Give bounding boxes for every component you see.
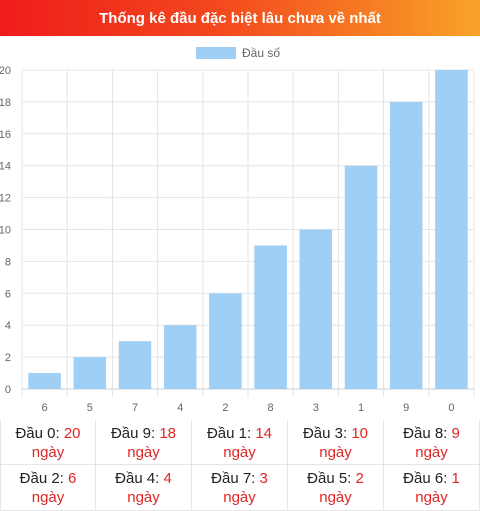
stat-value: 10 (351, 425, 369, 442)
y-tick-label: 12 (0, 193, 11, 205)
stat-unit: ngày (223, 444, 256, 461)
x-tick-label: 2 (222, 402, 228, 414)
stat-value: 6 (68, 470, 77, 487)
stat-value: 14 (255, 425, 273, 442)
y-tick-label: 0 (5, 384, 11, 396)
stat-value: 1 (451, 470, 460, 487)
bar-chart-svg: 0 2 4 6 8 10 12 14 16 18 20 6 5 7 4 2 8 3 1 9 0 Đầu số (0, 46, 475, 414)
bar (163, 325, 197, 389)
bar (299, 229, 333, 389)
stat-value: 20 (63, 425, 81, 442)
stat-cell: Đầu 6: 1 ngày (384, 465, 480, 511)
bar (28, 373, 61, 389)
stat-cell: Đầu 1: 14 ngày (192, 420, 288, 465)
legend-label: Đầu số (242, 46, 280, 60)
stat-label: Đầu 4: (115, 470, 164, 487)
y-tick-label: 20 (0, 65, 11, 77)
stat-label: Đầu 7: (211, 470, 260, 487)
stat-unit: ngày (319, 444, 352, 461)
stat-unit: ngày (127, 489, 160, 506)
stat-value: 18 (159, 425, 177, 442)
y-tick-label: 4 (5, 320, 11, 332)
stat-cell: Đầu 4: 4 ngày (96, 465, 192, 511)
stat-cell: Đầu 0: 20 ngày (0, 420, 96, 465)
x-tick-label: 4 (177, 402, 183, 414)
legend-swatch (196, 47, 236, 59)
y-tick-label: 6 (5, 288, 11, 300)
stat-unit: ngày (415, 444, 448, 461)
y-tick-label: 16 (0, 129, 11, 141)
stat-unit: ngày (319, 489, 352, 506)
x-tick-label: 5 (87, 402, 93, 414)
chart-title-banner: Thống kê đầu đặc biệt lâu chưa về nhất (0, 0, 480, 36)
bar (389, 101, 423, 390)
stat-cell: Đầu 5: 2 ngày (288, 465, 384, 511)
stat-unit: ngày (31, 444, 65, 461)
stat-label: Đầu 9: (110, 425, 160, 442)
x-tick-label: 9 (403, 402, 409, 414)
chart-title: Thống kê đầu đặc biệt lâu chưa về nhất (99, 9, 381, 27)
stat-cell: Đầu 3: 10 ngày (288, 420, 384, 465)
stat-cell: Đầu 8: 9 ngày (384, 420, 480, 465)
bar (254, 245, 287, 389)
stat-label: Đầu 5: (307, 470, 356, 487)
x-tick-label: 0 (448, 402, 454, 414)
bar (118, 341, 152, 389)
y-tick-label: 8 (5, 256, 11, 268)
stat-unit: ngày (127, 444, 160, 461)
stat-unit: ngày (31, 489, 65, 506)
y-tick-label: 2 (5, 352, 11, 364)
stats-grid: Đầu 0: 20 ngày Đầu 9: 18 ngày Đầu 1: 14 ngày Đ… (0, 420, 480, 511)
y-tick-label: 14 (0, 161, 11, 173)
bar (209, 293, 242, 389)
stat-cell: Đầu 2: 6 ngày (0, 465, 96, 511)
x-tick-label: 3 (313, 402, 319, 414)
stat-label: Đầu 0: (15, 425, 64, 442)
stat-value: 3 (259, 470, 268, 487)
y-tick-label: 10 (0, 225, 11, 237)
stat-label: Đầu 6: (403, 470, 452, 487)
stat-label: Đầu 1: (206, 425, 256, 442)
stat-value: 9 (451, 425, 460, 442)
stat-cell: Đầu 7: 3 ngày (192, 465, 288, 511)
bar (73, 357, 107, 389)
x-tick-label: 7 (132, 402, 138, 414)
stat-value: 2 (355, 470, 364, 487)
x-tick-label: 6 (42, 402, 48, 414)
stat-label: Đầu 2: (19, 470, 69, 487)
stat-label: Đầu 8: (403, 425, 452, 442)
stat-value: 4 (163, 470, 172, 487)
bar (344, 165, 378, 389)
stat-label: Đầu 3: (302, 425, 352, 442)
x-tick-label: 8 (268, 402, 274, 414)
x-tick-label: 1 (358, 402, 364, 414)
bar (435, 70, 468, 389)
stat-unit: ngày (223, 489, 256, 506)
stat-cell: Đầu 9: 18 ngày (96, 420, 192, 465)
stat-unit: ngày (415, 489, 448, 506)
bar-chart: 0 2 4 6 8 10 12 14 16 18 20 6 5 7 4 2 8 3 1 9 0 Đầu số (0, 36, 480, 420)
y-tick-label: 18 (0, 97, 11, 109)
